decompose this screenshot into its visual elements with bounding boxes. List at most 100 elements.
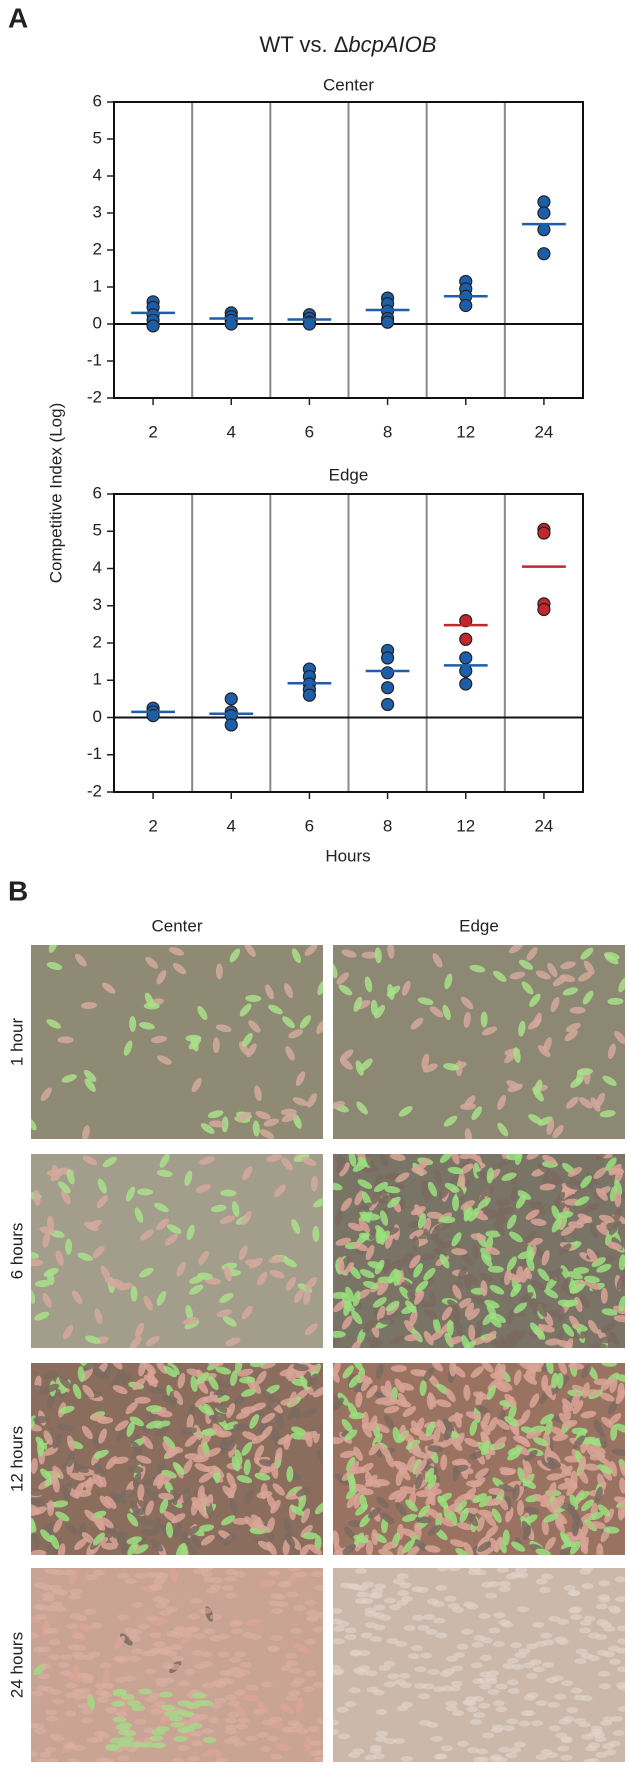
bacterium — [510, 1283, 522, 1298]
texture — [557, 1618, 570, 1625]
texture — [474, 1569, 487, 1576]
bacterium — [410, 1206, 426, 1216]
bacterium — [256, 1271, 268, 1286]
bacterium — [109, 1492, 125, 1502]
bacterium — [464, 1302, 475, 1318]
texture — [548, 1725, 561, 1732]
bacterium — [260, 1363, 276, 1369]
bacterium — [163, 1436, 176, 1449]
bacterium — [457, 1265, 468, 1281]
bacterium — [597, 1464, 613, 1475]
texture — [574, 1658, 587, 1665]
y-tick-label: 4 — [93, 165, 102, 184]
bacterium — [566, 1531, 582, 1541]
bacterium — [618, 1295, 625, 1312]
bacterium — [541, 1459, 556, 1470]
y-tick-label: 0 — [93, 707, 102, 726]
bacterium — [528, 1200, 543, 1212]
bacterium — [435, 1399, 452, 1408]
texture — [348, 1687, 361, 1694]
bacterium — [527, 1284, 537, 1300]
plot-frame — [113, 493, 584, 793]
texture — [375, 1735, 388, 1742]
bacterium — [446, 1319, 454, 1336]
texture — [558, 1718, 571, 1725]
texture — [64, 1710, 77, 1717]
bacterium — [374, 1173, 383, 1190]
bacterium — [200, 1123, 215, 1134]
bacterium — [523, 1514, 538, 1525]
texture — [188, 1613, 201, 1620]
bacterium — [606, 1241, 623, 1250]
bacterium — [533, 1246, 546, 1260]
bacterium — [387, 1196, 401, 1208]
bacterium — [81, 1425, 93, 1440]
bacterium — [221, 1116, 229, 1133]
texture — [115, 1711, 128, 1718]
bacterium — [74, 1538, 88, 1550]
bacterium — [339, 1058, 353, 1070]
texture — [595, 1751, 608, 1758]
bacterium — [341, 1419, 353, 1433]
y-tick-label: 3 — [93, 202, 102, 221]
bacterium — [215, 1366, 232, 1375]
bacterium — [291, 1219, 301, 1235]
bacterium — [55, 1250, 64, 1266]
texture — [71, 1633, 84, 1640]
bacterium — [250, 1379, 262, 1394]
bacterium — [558, 1243, 572, 1256]
bacterium — [82, 1155, 98, 1166]
bacterium — [580, 1536, 589, 1552]
bacterium — [43, 1267, 59, 1277]
texture — [492, 1641, 505, 1648]
bacterium — [111, 1374, 121, 1389]
bacterium — [485, 1525, 499, 1538]
texture — [211, 1679, 224, 1686]
bacterium — [137, 1518, 154, 1526]
bacterium — [197, 1380, 209, 1394]
bacterium — [433, 1317, 441, 1334]
bacterium — [549, 1450, 561, 1464]
texture — [80, 1693, 93, 1700]
bacterium — [245, 994, 262, 1002]
bacterium — [619, 1463, 625, 1479]
texture — [285, 1652, 298, 1659]
bacterium — [31, 1288, 36, 1304]
bacterium — [551, 1498, 565, 1511]
texture — [615, 1596, 625, 1603]
bacterium — [535, 1548, 551, 1555]
bacterium — [198, 1524, 215, 1532]
x-tick-label: 12 — [456, 422, 475, 441]
texture — [556, 1638, 569, 1645]
bacterium — [241, 1388, 257, 1397]
texture — [398, 1672, 411, 1679]
bacterium — [593, 1419, 603, 1435]
texture — [209, 1584, 222, 1591]
micrograph-cells — [31, 1363, 323, 1555]
bacterium — [496, 1419, 510, 1431]
texture — [216, 1758, 229, 1762]
bacterium — [425, 1421, 435, 1437]
bacterium — [393, 1270, 402, 1286]
bacterium — [198, 1472, 213, 1483]
texture — [159, 1610, 172, 1617]
bacterium — [94, 1463, 105, 1478]
texture — [131, 1601, 144, 1608]
bacterium — [231, 1201, 240, 1217]
data-point — [224, 692, 238, 706]
texture — [466, 1603, 479, 1610]
texture — [228, 1735, 241, 1742]
bacterium — [423, 1267, 436, 1281]
texture — [581, 1583, 594, 1590]
bacterium — [97, 1472, 107, 1488]
texture — [340, 1582, 353, 1589]
texture — [510, 1642, 523, 1649]
bacterium — [416, 1158, 430, 1171]
texture — [230, 1628, 243, 1635]
bacterium — [469, 964, 486, 973]
bacterium — [560, 1276, 571, 1291]
chart-title: Edge — [329, 465, 369, 484]
bacterium — [415, 1459, 427, 1474]
bacterium — [57, 1036, 74, 1044]
bacterium — [471, 1106, 483, 1121]
